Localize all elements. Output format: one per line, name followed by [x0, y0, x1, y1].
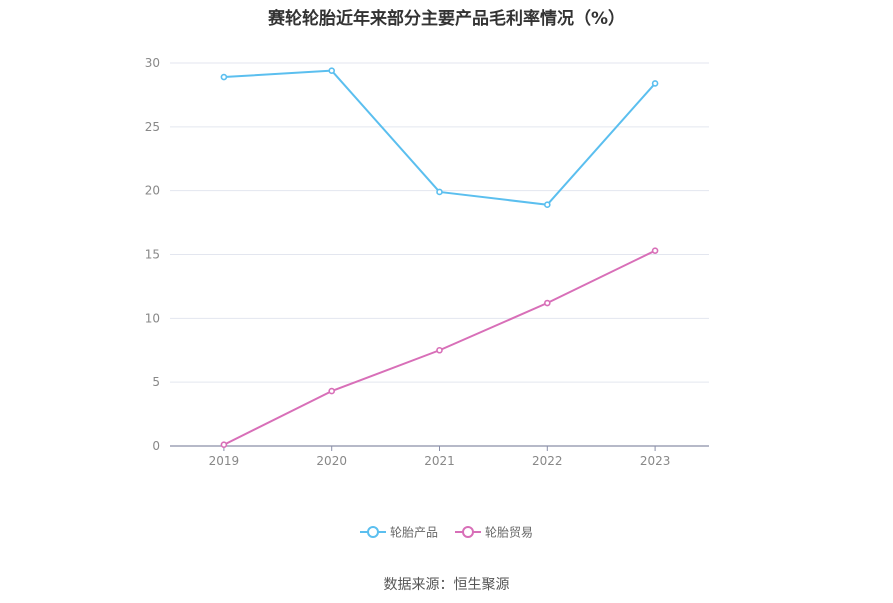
x-tick-label: 2023 [640, 454, 671, 468]
y-tick-label: 0 [152, 439, 160, 453]
x-axis: 2019 2020 2021 2022 2023 [170, 445, 709, 468]
data-point [220, 441, 228, 449]
series-lines [220, 67, 659, 449]
data-point [328, 387, 336, 395]
data-point [436, 346, 443, 354]
y-tick-label: 20 [145, 184, 160, 198]
legend-label: 轮胎产品 [390, 526, 438, 540]
y-axis-ticks: 0 5 10 15 20 25 30 [145, 56, 160, 453]
y-tick-label: 25 [145, 120, 160, 134]
legend[interactable]: 轮胎产品 轮胎贸易 [360, 526, 533, 540]
legend-marker [462, 526, 474, 538]
data-source: 数据来源：恒生聚源 [383, 577, 510, 593]
data-point [220, 73, 228, 81]
legend-label: 轮胎贸易 [485, 526, 533, 540]
chart-title: 赛轮轮胎近年来部分主要产品毛利率情况（%） [267, 9, 626, 29]
x-tick-label: 2020 [316, 454, 347, 468]
grid-lines [170, 62, 709, 383]
legend-item-2[interactable]: 轮胎贸易 [455, 526, 533, 540]
data-point [651, 80, 659, 87]
y-tick-label: 5 [152, 375, 160, 389]
legend-marker [367, 526, 379, 538]
data-point [328, 67, 336, 74]
y-tick-label: 15 [145, 248, 160, 262]
x-tick-label: 2021 [424, 454, 455, 468]
data-point [651, 247, 659, 254]
series-line-1 [223, 69, 656, 206]
data-point [436, 188, 443, 196]
data-point [543, 201, 551, 209]
y-tick-label: 10 [145, 311, 160, 325]
x-tick-label: 2022 [532, 454, 563, 468]
data-point [543, 299, 551, 307]
y-tick-label: 30 [145, 56, 160, 70]
x-tick-label: 2019 [209, 454, 240, 468]
legend-item-1[interactable]: 轮胎产品 [360, 526, 438, 540]
